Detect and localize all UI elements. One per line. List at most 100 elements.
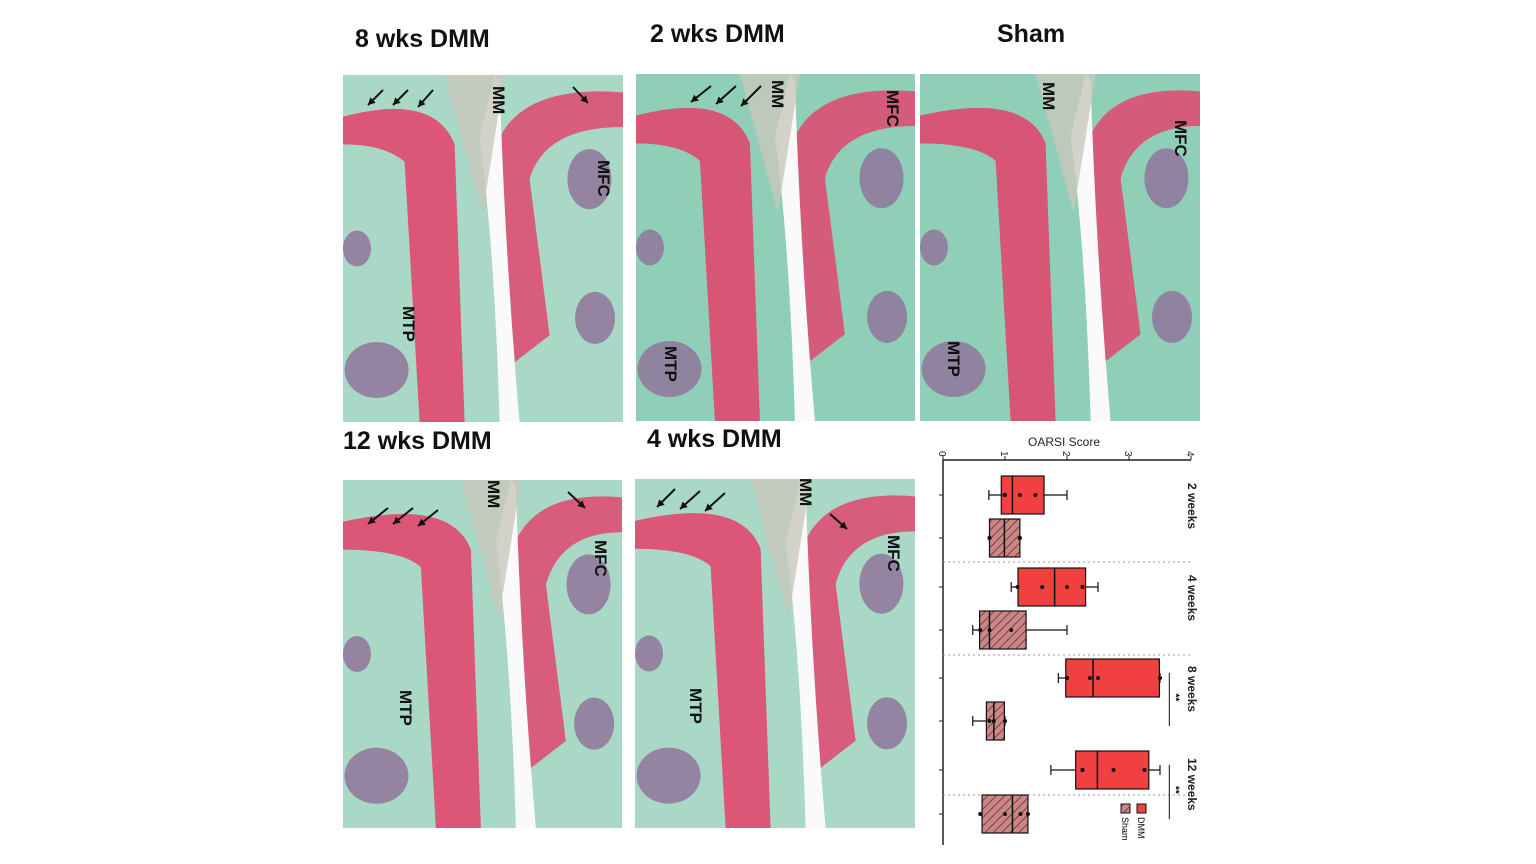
cartilage-tibial <box>920 107 1056 421</box>
cartilage-tibial <box>636 107 760 421</box>
arrowhead-icon <box>577 500 585 508</box>
histology-drawing <box>635 479 915 828</box>
panel-title-sham: Sham <box>997 20 1066 48</box>
label-mfc: MFC <box>883 90 902 127</box>
panel-title-12wk: 12 wks DMM <box>343 427 492 455</box>
label-mfc: MFC <box>1171 120 1190 157</box>
label-mtp: MTP <box>399 306 418 342</box>
data-point <box>1017 536 1022 540</box>
legend-label: Sham <box>1120 817 1130 841</box>
data-point <box>1003 719 1007 723</box>
data-point <box>987 628 992 632</box>
box-dmm <box>1065 658 1160 698</box>
arrowhead-icon <box>393 516 401 524</box>
data-point <box>1142 768 1147 772</box>
histology-drawing <box>343 75 623 422</box>
histology-image-8wk <box>343 75 623 422</box>
bone-marrow <box>567 149 612 210</box>
data-point <box>1015 585 1020 589</box>
bone-marrow <box>343 636 371 672</box>
x-tick-label: 2 <box>1060 451 1071 457</box>
label-mm: MM <box>1039 82 1058 111</box>
label-mfc: MFC <box>591 540 610 577</box>
label-mtp: MTP <box>944 341 963 377</box>
bone-marrow <box>1152 290 1192 343</box>
histology-image-sham <box>920 74 1200 421</box>
cartilage-tibial <box>635 513 771 828</box>
data-point <box>1096 676 1100 680</box>
meniscus <box>460 480 521 620</box>
data-point <box>1040 585 1045 589</box>
bone-marrow <box>575 291 615 344</box>
bone-marrow <box>635 635 663 672</box>
group-label: 8 weeks <box>1185 666 1199 712</box>
legend-swatch-sham <box>1120 803 1131 814</box>
bone-marrow <box>920 229 948 266</box>
arrowhead-icon <box>418 518 426 526</box>
arrowhead-icon <box>716 96 724 104</box>
arrowhead-icon <box>741 98 749 106</box>
label-mtp: MTP <box>661 346 680 382</box>
cartilage-femoral <box>784 90 915 369</box>
histology-drawing <box>636 74 915 421</box>
bone-marrow <box>343 230 371 267</box>
group-label: 12 weeks <box>1185 758 1199 811</box>
data-point <box>1111 768 1116 772</box>
bone-marrow <box>921 340 986 397</box>
data-point <box>1018 812 1023 816</box>
histology-image-4wk <box>635 479 915 828</box>
x-tick-label: 4 <box>1184 451 1195 457</box>
bone-marrow <box>867 697 907 750</box>
label-mm: MM <box>768 80 787 109</box>
arrowhead-icon <box>368 97 376 105</box>
label-mfc: MFC <box>884 535 903 572</box>
data-point <box>1003 812 1007 816</box>
data-point <box>1025 812 1030 816</box>
cartilage-tibial <box>343 108 465 422</box>
box-sham <box>978 610 1027 650</box>
bone-marrow <box>636 229 664 266</box>
meniscus <box>739 74 800 213</box>
bone-marrow <box>859 553 904 614</box>
meniscus <box>1035 74 1096 213</box>
arrowhead-icon <box>368 516 376 524</box>
panel-title-2wk: 2 wks DMM <box>650 20 785 48</box>
significance-label: ** <box>1169 694 1180 702</box>
arrowhead-icon <box>839 521 847 529</box>
arrowhead-icon <box>393 97 401 105</box>
label-mm: MM <box>484 480 503 509</box>
arrowhead-icon <box>580 95 588 103</box>
histology-image-2wk <box>636 74 915 421</box>
label-mm: MM <box>796 478 815 507</box>
data-point <box>1158 676 1162 680</box>
bone-marrow <box>344 341 409 398</box>
cartilage-femoral <box>795 495 915 776</box>
histology-drawing <box>343 480 622 828</box>
meniscus <box>444 75 505 214</box>
label-mfc: MFC <box>594 160 613 197</box>
data-point <box>978 628 983 632</box>
group-label: 4 weeks <box>1185 575 1199 621</box>
label-mtp: MTP <box>396 690 415 726</box>
x-tick-label: 1 <box>998 451 1009 457</box>
data-point <box>1080 768 1085 772</box>
data-point <box>1080 585 1085 589</box>
arrowhead-icon <box>418 99 426 107</box>
cartilage-tibial <box>343 514 481 828</box>
arrowhead-icon <box>705 503 713 511</box>
bone-marrow <box>636 747 701 804</box>
bone-marrow <box>637 340 702 397</box>
chart-title: OARSI Score <box>1028 435 1101 449</box>
data-point <box>1065 585 1069 589</box>
legend-label: DMM <box>1136 817 1146 839</box>
x-tick-label: 3 <box>1122 451 1133 457</box>
data-point <box>987 536 992 540</box>
arrowhead-icon <box>691 94 699 102</box>
data-point <box>991 719 996 723</box>
data-point <box>978 812 983 816</box>
significance-label: ** <box>1169 786 1180 794</box>
cartilage-femoral <box>505 496 622 776</box>
oarsi-box-plot: 0 1 2 3 4 2 weeks 4 weeks 8 weeks 12 weeks ** ** DM… <box>936 451 1199 845</box>
bone-marrow <box>1144 148 1189 209</box>
meniscus <box>750 479 811 619</box>
